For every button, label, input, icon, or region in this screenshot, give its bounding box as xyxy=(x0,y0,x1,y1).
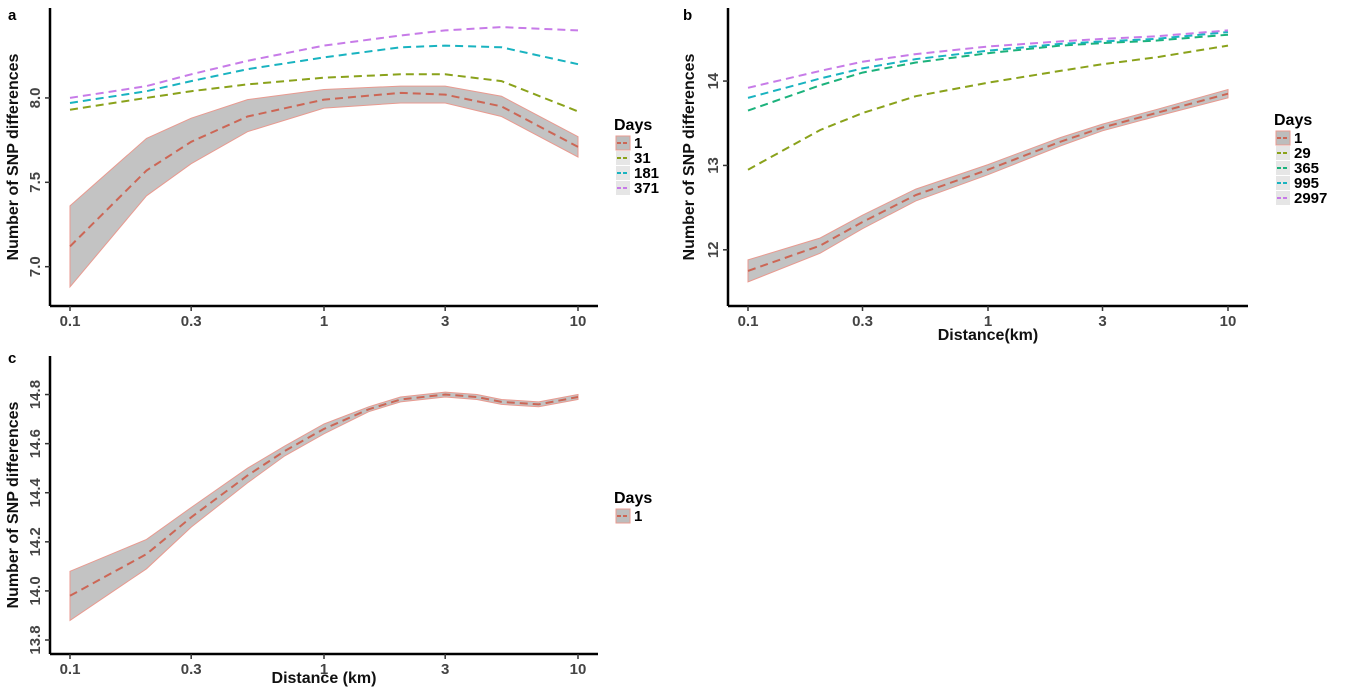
y-tick-label: 14.2 xyxy=(27,527,44,556)
y-tick-label: 7.5 xyxy=(27,172,44,193)
x-tick-label: 10 xyxy=(1220,313,1237,330)
legend-entry-371: 371 xyxy=(634,180,659,197)
panel-label-b: b xyxy=(683,7,692,24)
x-tick-label: 0.3 xyxy=(852,313,873,330)
legend-entry-29: 29 xyxy=(1294,145,1311,162)
series-line-181 xyxy=(69,44,579,104)
y-tick-label: 8.0 xyxy=(27,88,44,109)
legend-title: Days xyxy=(1274,112,1312,129)
x-tick-label: 3 xyxy=(1098,313,1106,330)
chart-panel-a: a 0.1 0.3 1 3 10 7.0 7.5 8.0 Number of SNP differ… xyxy=(5,7,659,330)
x-tick-label: 0.1 xyxy=(738,313,759,330)
legend-entry-31: 31 xyxy=(634,150,651,167)
x-tick-label: 0.3 xyxy=(181,313,202,330)
y-tick-label: 13 xyxy=(705,157,722,174)
y-axis-label: Number of SNP differences xyxy=(5,401,22,608)
x-tick-label: 0.3 xyxy=(181,661,202,678)
legend-entry-2997: 2997 xyxy=(1294,190,1327,207)
y-tick-label: 12 xyxy=(705,241,722,258)
x-tick-label: 10 xyxy=(570,313,587,330)
x-tick-label: 1 xyxy=(320,661,328,678)
y-tick-label: 13.8 xyxy=(27,625,44,654)
confidence-band-1 xyxy=(747,88,1229,283)
legend-entry-365: 365 xyxy=(1294,160,1319,177)
series-line-365 xyxy=(747,33,1229,112)
series-line-995 xyxy=(747,31,1229,99)
confidence-band-1 xyxy=(69,391,579,622)
legend-entry-181: 181 xyxy=(634,165,659,182)
y-tick-label: 14.6 xyxy=(27,429,44,458)
panel-label-c: c xyxy=(8,350,16,367)
series-line-31 xyxy=(69,73,579,113)
x-axis-label: Distance(km) xyxy=(938,327,1038,344)
series-line-1 xyxy=(69,91,579,248)
series-line-2997 xyxy=(747,29,1229,89)
y-tick-label: 7.0 xyxy=(27,256,44,277)
legend-title: Days xyxy=(614,117,652,134)
y-axis-label: Number of SNP differences xyxy=(681,53,698,260)
x-tick-label: 0.1 xyxy=(60,661,81,678)
y-tick-label: 14.0 xyxy=(27,576,44,605)
series-line-29 xyxy=(747,44,1229,171)
series-line-371 xyxy=(69,26,579,99)
y-tick-label: 14.8 xyxy=(27,380,44,409)
x-tick-label: 3 xyxy=(441,661,449,678)
x-axis-label: Distance (km) xyxy=(272,670,377,687)
confidence-band-1 xyxy=(69,85,579,289)
panel-label-a: a xyxy=(8,7,17,24)
legend-entry-1: 1 xyxy=(634,135,642,152)
x-tick-label: 3 xyxy=(441,313,449,330)
x-tick-label: 10 xyxy=(570,661,587,678)
chart-panel-c: c 0.1 0.3 1 3 10 13.8 14.0 14.2 14.4 14.6 14.8 Numbe… xyxy=(5,350,652,687)
legend-entry-995: 995 xyxy=(1294,175,1319,192)
y-tick-label: 14.4 xyxy=(27,477,44,507)
x-tick-label: 0.1 xyxy=(60,313,81,330)
x-tick-label: 1 xyxy=(320,313,328,330)
legend-entry-1: 1 xyxy=(1294,130,1302,147)
y-tick-label: 14 xyxy=(705,72,722,89)
x-tick-label: 1 xyxy=(984,313,992,330)
series-line-1 xyxy=(747,92,1229,272)
series-line-1 xyxy=(69,393,579,597)
legend-title: Days xyxy=(614,490,652,507)
legend-entry-1: 1 xyxy=(634,508,642,525)
y-axis-label: Number of SNP differences xyxy=(5,53,22,260)
